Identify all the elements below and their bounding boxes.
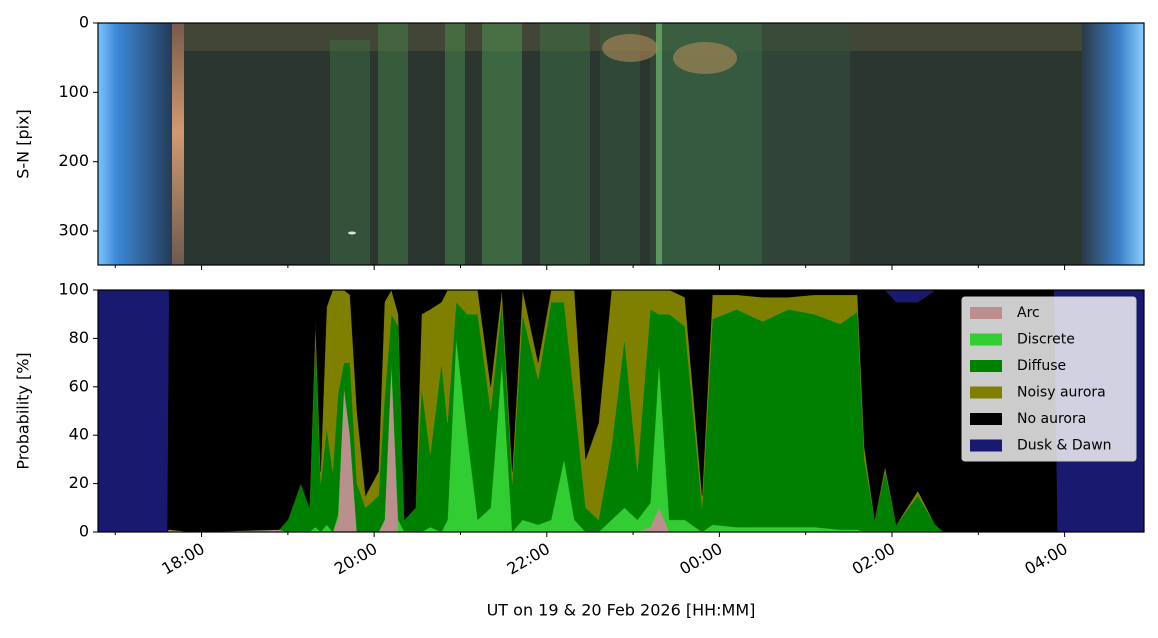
legend-label: Arc xyxy=(1017,305,1040,321)
area xyxy=(98,290,1144,532)
legend-label: Noisy aurora xyxy=(1017,385,1106,401)
top-y-axis-label: S-N [pix] xyxy=(14,109,33,179)
top-axes-frame xyxy=(97,22,1145,266)
legend-label: Dusk & Dawn xyxy=(1017,438,1112,454)
legend-swatch xyxy=(970,386,1002,399)
y-tick-label: 100 xyxy=(58,280,89,299)
legend-swatch xyxy=(970,413,1002,425)
legend: Arc Discrete Diffuse Noisy aurora No aurora D… xyxy=(961,296,1137,462)
legend-label: Discrete xyxy=(1017,332,1075,348)
legend-swatch xyxy=(970,333,1002,346)
legend-label: Diffuse xyxy=(1017,358,1066,374)
y-tick-label: 20 xyxy=(69,473,89,492)
y-tick-label: 0 xyxy=(79,522,89,541)
x-axis-label: UT on 19 & 20 Feb 2026 [HH:MM] xyxy=(487,601,756,620)
bottom-y-axis-label: Probability [%] xyxy=(14,352,33,469)
stacked-areas xyxy=(98,290,1144,532)
legend-box xyxy=(961,296,1137,462)
y-tick-label: 100 xyxy=(58,82,89,101)
y-tick-label: 300 xyxy=(58,221,89,240)
legend-label: No aurora xyxy=(1017,411,1086,427)
keogram-image xyxy=(98,23,1144,265)
x-tick-label: 04:00 xyxy=(1021,539,1070,579)
y-tick-label: 80 xyxy=(69,328,89,347)
y-tick-label: 200 xyxy=(58,151,89,170)
x-tick-label: 22:00 xyxy=(504,539,553,579)
x-tick-label: 20:00 xyxy=(331,539,380,579)
legend-swatch xyxy=(970,307,1002,319)
x-tick-label: 18:00 xyxy=(158,539,207,579)
y-tick-label: 0 xyxy=(79,13,89,32)
legend-swatch xyxy=(970,360,1002,372)
x-tick-label: 00:00 xyxy=(676,539,725,579)
y-tick-label: 60 xyxy=(69,376,89,395)
y-tick-label: 40 xyxy=(69,425,89,444)
bottom-axes-frame xyxy=(97,289,1145,533)
x-tick-label: 02:00 xyxy=(849,539,898,579)
legend-swatch xyxy=(970,439,1002,452)
